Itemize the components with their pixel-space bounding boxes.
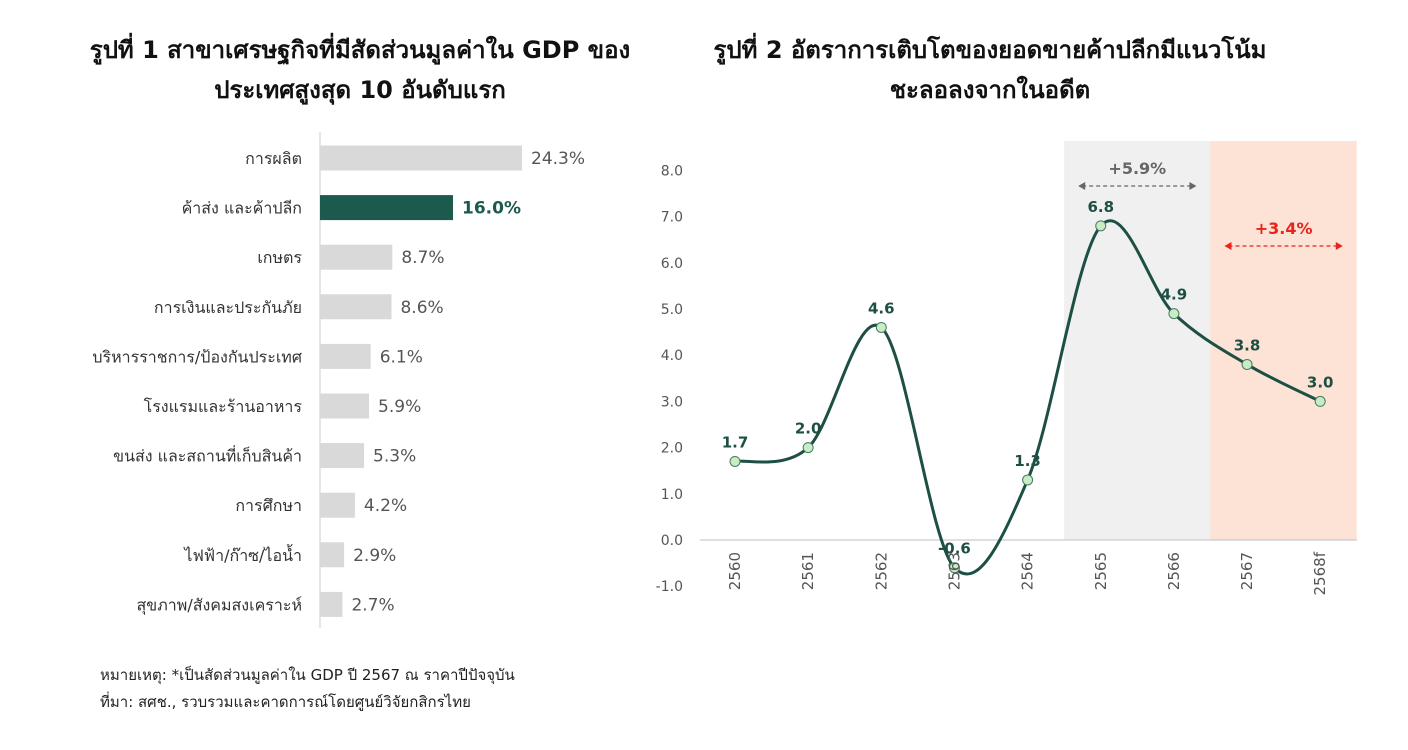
data-value-label: 1.7 — [722, 433, 749, 451]
bar — [320, 492, 355, 518]
data-point — [729, 455, 741, 467]
region-growth-label: +3.4% — [1255, 219, 1313, 238]
y-tick-label: 4.0 — [661, 348, 683, 364]
series-line — [734, 219, 1321, 576]
y-tick-label: 6.0 — [661, 256, 683, 272]
data-value-label: 4.6 — [868, 299, 895, 317]
data-value-label: -0.6 — [938, 540, 971, 558]
region-arrowhead-left — [1078, 182, 1086, 190]
y-tick-label: 2.0 — [661, 441, 683, 457]
bar — [320, 443, 365, 469]
bar-value-label: 5.3% — [373, 447, 416, 467]
bar-value-label: 8.6% — [400, 298, 443, 318]
bar-value-label: 2.7% — [351, 595, 394, 615]
shaded-region — [1210, 141, 1357, 540]
bar-category-label: ขนส่ง และสถานที่เก็บสินค้า — [113, 445, 302, 466]
data-point — [802, 442, 814, 454]
shaded-region — [1064, 141, 1211, 540]
x-tick-label: 2564 — [1019, 552, 1037, 590]
note-text: หมายเหตุ: *เป็นสัดส่วนมูลค่าใน GDP ปี 25… — [100, 666, 515, 684]
x-tick-label: 2566 — [1165, 552, 1183, 590]
bar — [320, 244, 393, 270]
bar — [320, 542, 345, 568]
region-growth-label: +5.9% — [1108, 159, 1166, 178]
bar — [320, 343, 371, 369]
y-tick-label: 1.0 — [661, 487, 683, 503]
bar-value-label: 5.9% — [378, 397, 421, 417]
bar-category-label: บริหารราชการ/ป้องกันประเทศ — [92, 347, 302, 366]
data-value-label: 1.3 — [1014, 452, 1041, 470]
bar-category-label: เกษตร — [257, 248, 302, 267]
data-value-label: 2.0 — [795, 420, 822, 438]
source-text: ที่มา: สศช., รวบรวมและคาดการณ์โดยศูนย์วิ… — [100, 693, 471, 711]
bar-category-label: การผลิต — [245, 149, 302, 168]
y-tick-label: 0.0 — [661, 533, 683, 549]
y-tick-label: 3.0 — [661, 394, 683, 410]
data-value-label: 3.8 — [1234, 336, 1261, 354]
chart2-title: รูปที่ 2 อัตราการเติบโตของยอดขายค้าปลีกม… — [713, 36, 1267, 104]
bar-value-label: 8.7% — [401, 248, 444, 268]
bar-category-label: ค้าส่ง และค้าปลีก — [182, 199, 302, 218]
bar-category-label: การเงินและประกันภัย — [154, 298, 302, 317]
x-tick-label: 2562 — [872, 552, 890, 590]
bar — [320, 195, 454, 221]
bar-category-label: โรงแรมและร้านอาหาร — [144, 397, 303, 416]
x-tick-label: 2561 — [799, 552, 817, 590]
data-point — [1314, 395, 1326, 407]
bar-category-label: ไฟฟ้า/ก๊าซ/ไอน้ำ — [182, 544, 302, 565]
data-point — [1022, 474, 1034, 486]
bar — [320, 591, 343, 617]
footnotes: หมายเหตุ: *เป็นสัดส่วนมูลค่าใน GDP ปี 25… — [100, 662, 515, 716]
bar-value-label: 2.9% — [353, 546, 396, 566]
bar — [320, 145, 522, 171]
bar — [320, 393, 370, 419]
data-point — [1095, 220, 1107, 232]
y-tick-label: 8.0 — [661, 163, 683, 179]
region-arrowhead-right — [1189, 182, 1197, 190]
bar-value-label: 24.3% — [531, 149, 585, 169]
x-tick-label: 2568f — [1311, 551, 1329, 595]
region-arrowhead-right — [1335, 242, 1343, 250]
x-tick-label: 2567 — [1238, 552, 1256, 590]
bar-value-label: 16.0% — [462, 199, 521, 219]
data-point — [1241, 358, 1253, 370]
bar-category-label: การศึกษา — [235, 496, 302, 515]
y-tick-label: 5.0 — [661, 302, 683, 318]
data-value-label: 4.9 — [1161, 286, 1188, 304]
bar-category-label: สุขภาพ/สังคมสงเคราะห์ — [137, 595, 302, 615]
bar — [320, 294, 392, 320]
data-point — [1168, 308, 1180, 320]
region-arrowhead-left — [1224, 242, 1232, 250]
x-tick-label: 2563 — [945, 552, 963, 590]
bar-value-label: 6.1% — [380, 347, 423, 367]
x-tick-label: 2560 — [726, 552, 744, 590]
data-value-label: 6.8 — [1087, 198, 1114, 216]
data-point — [875, 321, 887, 333]
data-value-label: 3.0 — [1307, 373, 1334, 391]
bar-value-label: 4.2% — [364, 496, 407, 516]
chart1-title: รูปที่ 1 สาขาเศรษฐกิจที่มีสัดส่วนมูลค่าใ… — [89, 36, 631, 104]
x-tick-label: 2565 — [1092, 552, 1110, 590]
data-point — [948, 562, 960, 574]
y-tick-label: -1.0 — [656, 579, 683, 595]
y-tick-label: 7.0 — [661, 210, 683, 226]
